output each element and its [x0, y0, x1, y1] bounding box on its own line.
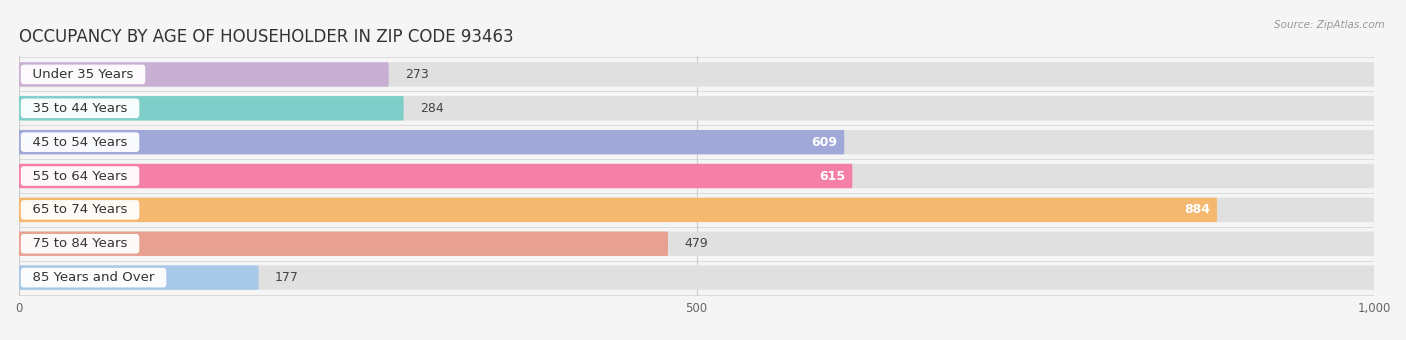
Text: 479: 479: [685, 237, 709, 250]
Text: 35 to 44 Years: 35 to 44 Years: [24, 102, 136, 115]
FancyBboxPatch shape: [18, 198, 1218, 222]
Text: 75 to 84 Years: 75 to 84 Years: [24, 237, 136, 250]
FancyBboxPatch shape: [18, 62, 1374, 87]
Text: 609: 609: [811, 136, 838, 149]
Text: 273: 273: [405, 68, 429, 81]
Text: Source: ZipAtlas.com: Source: ZipAtlas.com: [1274, 20, 1385, 30]
FancyBboxPatch shape: [18, 164, 1374, 188]
FancyBboxPatch shape: [18, 164, 852, 188]
Text: 284: 284: [420, 102, 444, 115]
Text: 55 to 64 Years: 55 to 64 Years: [24, 170, 136, 183]
Text: 85 Years and Over: 85 Years and Over: [24, 271, 163, 284]
Text: 45 to 54 Years: 45 to 54 Years: [24, 136, 136, 149]
FancyBboxPatch shape: [18, 130, 1374, 154]
Text: 177: 177: [276, 271, 299, 284]
FancyBboxPatch shape: [18, 62, 389, 87]
FancyBboxPatch shape: [18, 266, 259, 290]
FancyBboxPatch shape: [18, 232, 1374, 256]
FancyBboxPatch shape: [18, 130, 844, 154]
Text: OCCUPANCY BY AGE OF HOUSEHOLDER IN ZIP CODE 93463: OCCUPANCY BY AGE OF HOUSEHOLDER IN ZIP C…: [18, 28, 513, 46]
FancyBboxPatch shape: [18, 266, 1374, 290]
FancyBboxPatch shape: [18, 232, 668, 256]
FancyBboxPatch shape: [18, 96, 1374, 120]
Text: Under 35 Years: Under 35 Years: [24, 68, 142, 81]
Text: 615: 615: [820, 170, 845, 183]
Text: 65 to 74 Years: 65 to 74 Years: [24, 203, 136, 216]
Text: 884: 884: [1184, 203, 1211, 216]
FancyBboxPatch shape: [18, 96, 404, 120]
FancyBboxPatch shape: [18, 198, 1374, 222]
